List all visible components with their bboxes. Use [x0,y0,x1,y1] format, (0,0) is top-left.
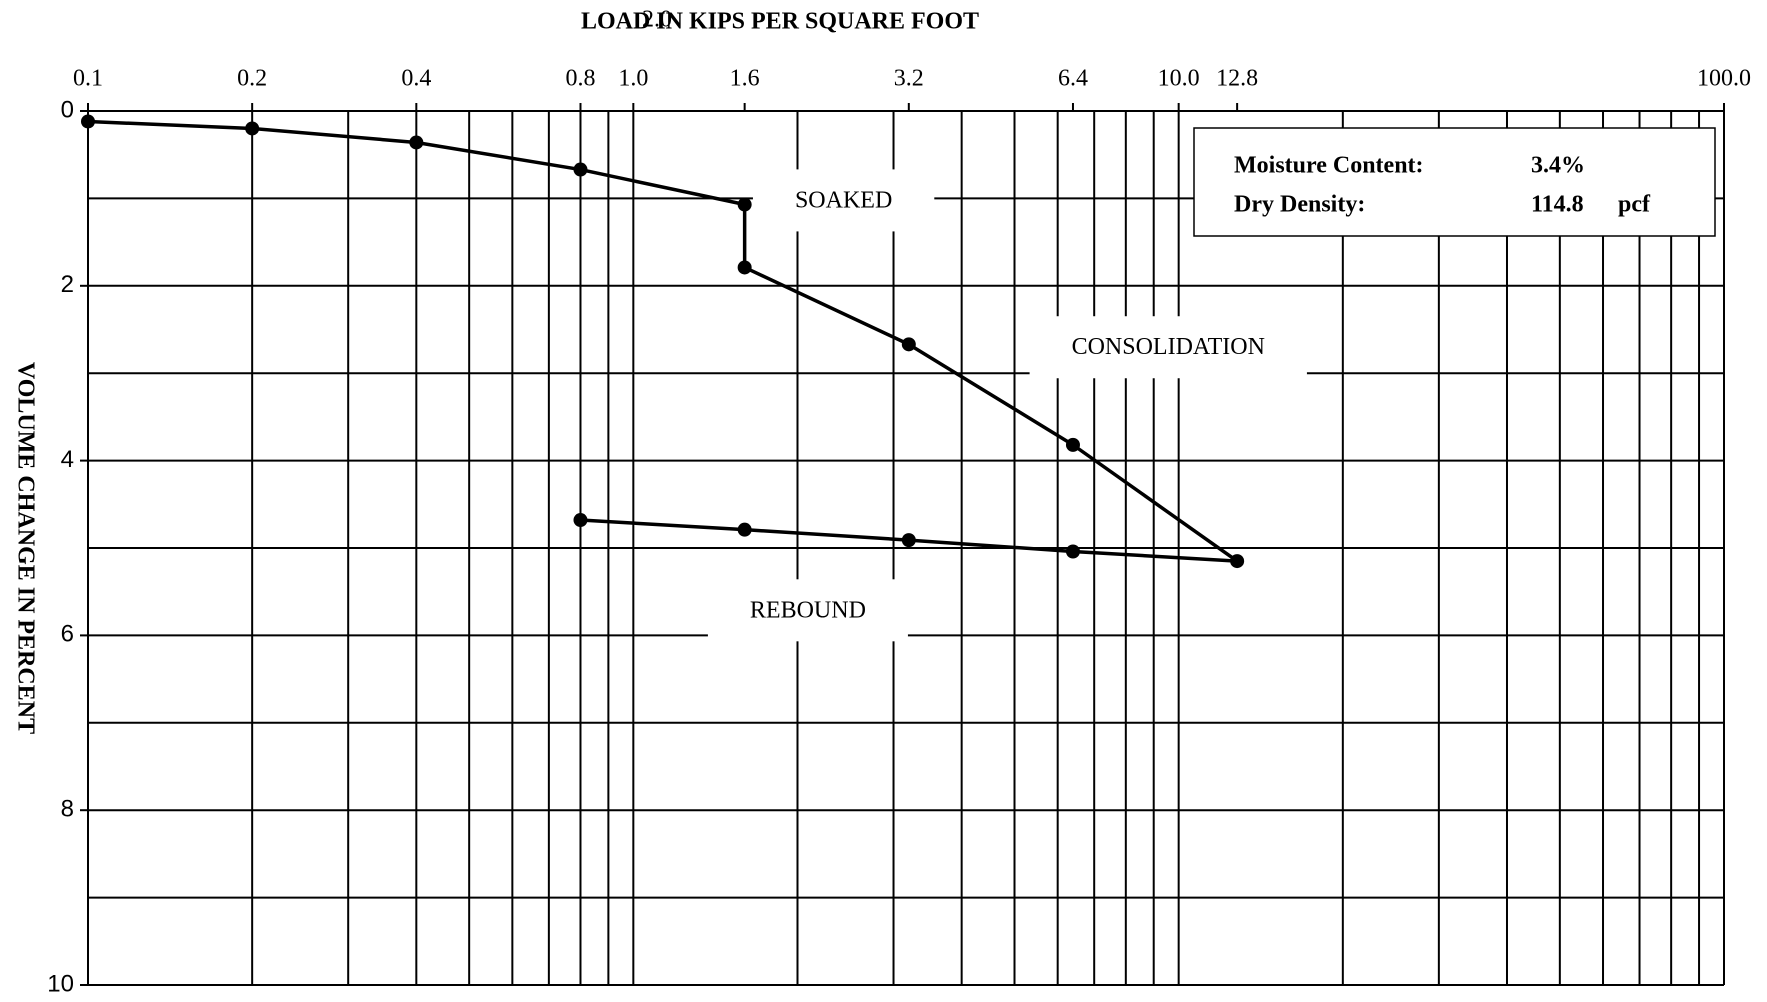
data-point [1065,437,1080,452]
annotation: SOAKED [795,187,892,213]
info-label: Dry Density: [1234,192,1365,218]
data-point [573,513,588,528]
y-tick-label: 6 [61,621,74,648]
data-point [901,337,916,352]
y-tick-label: 0 [61,96,74,123]
info-box [1193,127,1716,237]
data-point [245,121,260,136]
data-point [1065,544,1080,559]
x-tick-label: 1.6 [730,66,760,92]
data-point [409,135,424,150]
info-unit: pcf [1618,192,1651,218]
x-tick-label: 10.0 [1158,66,1200,92]
y-axis-label: VOLUME CHANGE IN PERCENT [12,362,38,734]
x-tick-label: 1.0 [618,66,648,92]
data-point [81,114,95,129]
annotation: CONSOLIDATION [1072,334,1265,360]
x-tick-label: 100.0 [1697,66,1751,92]
annotation-background [1029,316,1307,379]
data-point [1230,554,1245,569]
data-point [901,533,916,548]
title-note: 2.0 [642,7,672,33]
x-tick-label: 3.2 [894,66,924,92]
x-tick-label: 0.8 [565,66,595,92]
x-tick-label: 6.4 [1058,66,1088,92]
y-tick-label: 4 [61,446,74,473]
data-point [737,260,752,275]
x-tick-label: 12.8 [1216,66,1258,92]
info-value: 3.4% [1531,153,1585,179]
annotation-background [752,169,935,232]
data-point [737,522,752,537]
x-tick-label: 0.4 [401,66,431,92]
grid [87,110,1725,986]
annotation: REBOUND [750,597,866,623]
x-tick-label: 0.2 [237,66,267,92]
chart-title: LOAD IN KIPS PER SQUARE FOOT [581,9,979,35]
annotation-background [707,579,908,642]
y-tick-label: 8 [61,796,74,823]
y-tick-label: 2 [61,271,74,298]
x-tick-label: 0.1 [73,66,103,92]
data-point [737,197,752,212]
info-label: Moisture Content: [1234,153,1424,179]
info-value: 114.8 [1531,192,1584,218]
data-point [573,162,588,177]
y-tick-label: 10 [47,970,74,997]
